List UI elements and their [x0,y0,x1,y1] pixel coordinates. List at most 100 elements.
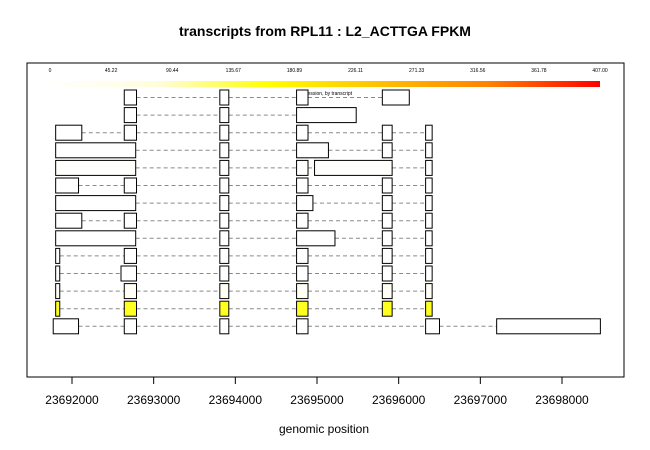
x-tick-label: 23692000 [45,393,99,407]
transcript-row [55,159,433,176]
exon-box [55,124,83,141]
transcript-row [55,230,433,247]
color-scale-tick-label: 180.89 [287,68,303,74]
x-tick-label: 23698000 [535,393,589,407]
exon-box [425,318,441,335]
exon-box [425,142,433,159]
x-tick-label: 23693000 [127,393,181,407]
x-tick-label: 23694000 [209,393,263,407]
exon-box [425,247,433,264]
exon-box [55,159,137,176]
color-scale-tick-label: 226.11 [348,68,363,74]
exon-box [219,124,230,141]
exon-box [123,283,138,300]
transcript-row [55,142,433,159]
exon-box [296,124,309,141]
transcript-row [123,107,357,124]
exon-box [381,212,393,229]
exon-box [381,89,410,106]
exon-box [296,212,309,229]
exon-box [296,283,309,300]
exon-box [219,247,230,264]
exon-box [55,247,61,264]
color-scale-bar [50,81,600,87]
x-axis-label: genomic position [279,422,369,436]
exon-box [296,265,309,282]
exon-box [123,124,138,141]
exon-box [219,300,230,317]
transcript-row [55,265,433,282]
exon-box [381,283,393,300]
exon-box [296,318,309,335]
x-tick-label: 23697000 [454,393,508,407]
color-scale-tick-label: 45.22 [105,68,118,74]
exon-box [425,195,433,212]
exon-box [55,142,137,159]
exon-box [123,300,138,317]
exon-box [381,300,393,317]
exon-box [381,195,393,212]
exon-box [219,195,230,212]
exon-box [219,89,230,106]
exon-box [219,107,230,124]
x-axis: 23692000 23693000 23694000 23695000 23696000… [45,376,589,407]
exon-box [219,318,230,335]
color-scale-tick-label: 316.56 [470,68,486,74]
color-scale-tick-label: 135.67 [226,68,242,74]
transcript-row [55,212,433,229]
exon-box [52,318,80,335]
exon-box [55,230,137,247]
exon-box [219,230,230,247]
exon-box [123,318,138,335]
x-tick-label: 23695000 [290,393,344,407]
exon-box [496,318,601,335]
transcript-row [55,177,433,194]
exon-box [425,124,433,141]
transcript-row [55,247,433,264]
x-tick-label: 23696000 [372,393,426,407]
color-scale-tick-label: 90.44 [166,68,179,74]
exon-box [425,230,433,247]
exon-box [55,177,80,194]
color-scale-tick-label: 271.33 [409,68,425,74]
exon-box [296,247,309,264]
transcript-rows [52,89,601,335]
exon-box [123,177,138,194]
exon-box [296,159,309,176]
color-scale-legend: expression, by transcript 0 45.22 90.44 135… [49,68,608,97]
exon-box [123,212,138,229]
exon-box [296,89,309,106]
exon-box [425,159,433,176]
exon-box [425,265,433,282]
transcript-row [55,300,433,317]
exon-box [296,107,357,124]
exon-box [296,142,329,159]
exon-box [381,230,393,247]
exon-box [425,177,433,194]
exon-box [55,195,137,212]
exon-box [314,159,393,176]
exon-box [219,142,230,159]
exon-box [296,195,314,212]
exon-box [381,142,393,159]
exon-box [55,212,83,229]
exon-box [219,212,230,229]
exon-box [381,124,393,141]
transcript-row [55,124,433,141]
exon-box [219,265,230,282]
exon-box [123,89,138,106]
transcript-row [52,318,601,335]
exon-box [425,300,433,317]
chart-title: transcripts from RPL11 : L2_ACTTGA FPKM [179,23,471,39]
exon-box [296,230,336,247]
exon-box [381,177,393,194]
exon-box [296,177,309,194]
exon-box [381,265,393,282]
exon-box [55,283,61,300]
exon-box [55,300,61,317]
exon-box [425,283,433,300]
exon-box [123,247,138,264]
exon-box [381,247,393,264]
exon-box [296,300,309,317]
